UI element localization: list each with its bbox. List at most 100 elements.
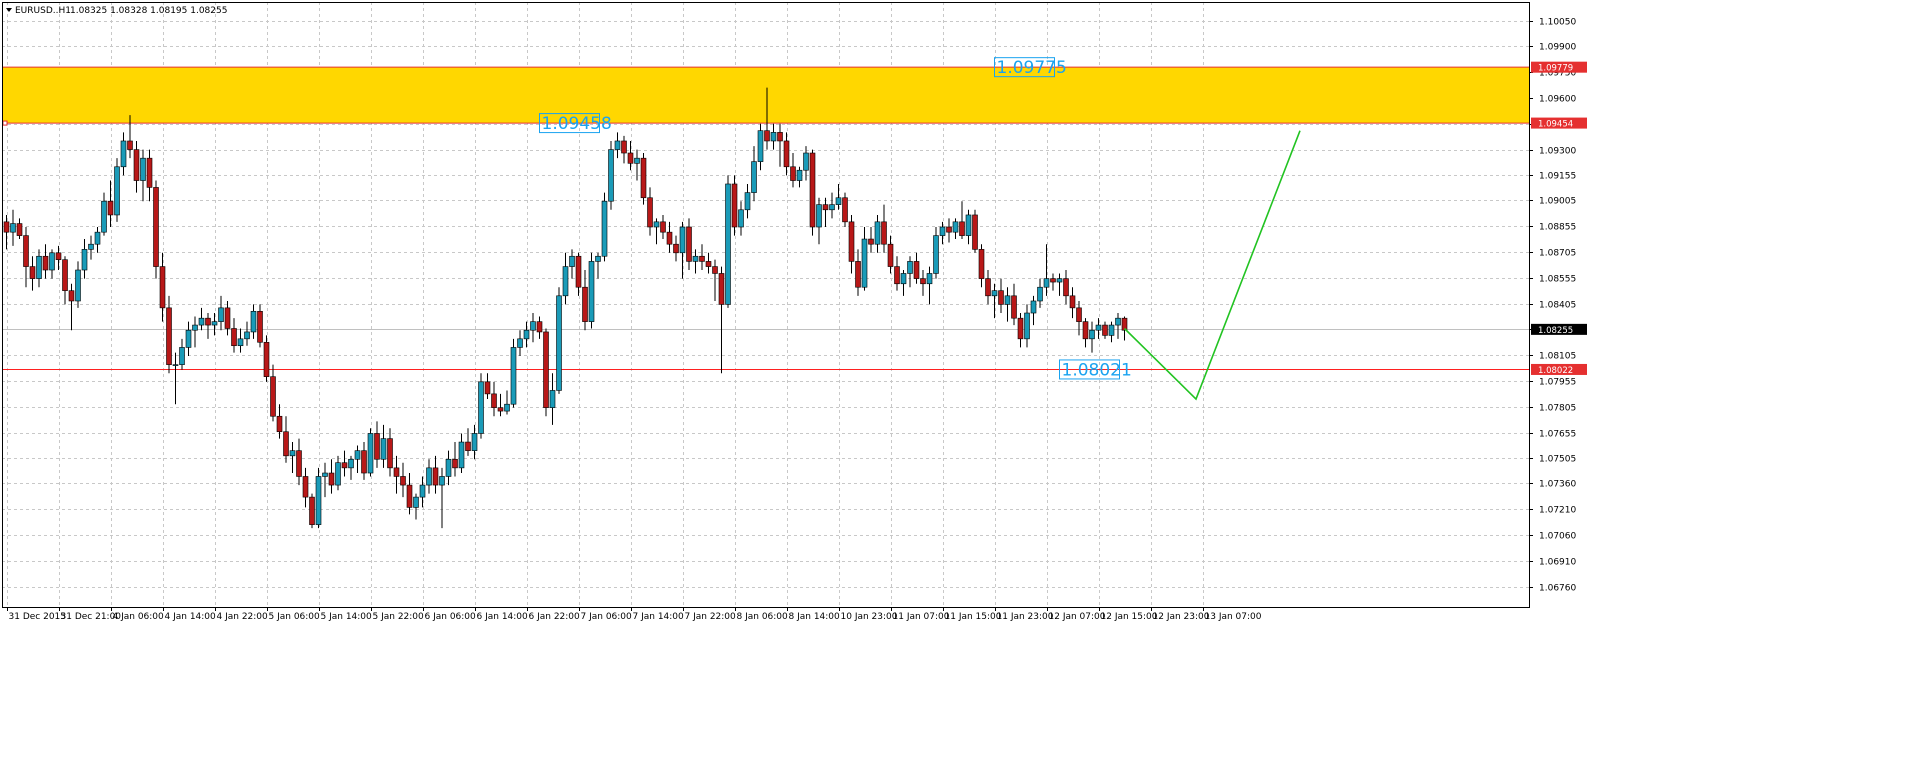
candle-bull[interactable] xyxy=(835,197,842,205)
candle-bull[interactable] xyxy=(185,329,192,348)
candle-bear[interactable] xyxy=(309,496,315,525)
candle-bear[interactable] xyxy=(809,152,816,228)
resistance-zone[interactable] xyxy=(2,66,1529,126)
candle-bear[interactable] xyxy=(159,266,166,309)
candle-bear[interactable] xyxy=(647,197,653,228)
candle-bull[interactable] xyxy=(94,231,101,245)
candle-bull[interactable] xyxy=(218,307,224,322)
candle-bull[interactable] xyxy=(367,433,374,474)
candle-bear[interactable] xyxy=(842,197,848,223)
candle-bull[interactable] xyxy=(244,331,250,340)
candle-bear[interactable] xyxy=(673,243,679,254)
candle-bull[interactable] xyxy=(471,433,478,451)
candle-bull[interactable] xyxy=(933,235,939,274)
candle-bear[interactable] xyxy=(42,255,49,271)
horizontal-levels[interactable] xyxy=(2,329,1529,370)
level-annotations[interactable]: 1.09458 1.09775 1.08021 xyxy=(539,57,1132,381)
candle-bull[interactable] xyxy=(10,223,16,233)
candle-bull[interactable] xyxy=(445,458,452,477)
candle-bull[interactable] xyxy=(380,438,387,460)
candle-bear[interactable] xyxy=(640,157,647,199)
candle-bear[interactable] xyxy=(660,221,666,233)
candle-bull[interactable] xyxy=(926,273,933,285)
candle-bear[interactable] xyxy=(68,290,75,302)
candle-bear[interactable] xyxy=(1011,295,1017,319)
candle-bull[interactable] xyxy=(907,261,913,274)
candle-bear[interactable] xyxy=(790,166,796,181)
candle-bear[interactable] xyxy=(393,467,400,477)
candle-bear[interactable] xyxy=(978,249,985,279)
candle-bear[interactable] xyxy=(296,450,302,477)
candle-bear[interactable] xyxy=(257,311,263,343)
candle-bear[interactable] xyxy=(55,252,62,260)
candle-bull[interactable] xyxy=(549,390,556,408)
candle-bull[interactable] xyxy=(413,496,419,508)
candle-bull[interactable] xyxy=(426,467,432,486)
candle-bull[interactable] xyxy=(829,204,835,211)
candle-bull[interactable] xyxy=(315,476,322,525)
candles[interactable] xyxy=(3,87,1128,529)
candle-bull[interactable] xyxy=(75,269,81,302)
candle-bear[interactable] xyxy=(276,415,283,433)
candle-bull[interactable] xyxy=(1115,317,1121,326)
candle-bull[interactable] xyxy=(816,204,822,228)
candle-bear[interactable] xyxy=(146,157,153,188)
candle-bear[interactable] xyxy=(16,223,23,236)
candle-bear[interactable] xyxy=(361,450,367,474)
candle-bear[interactable] xyxy=(666,231,673,245)
candle-bull[interactable] xyxy=(562,266,569,297)
candle-bull[interactable] xyxy=(751,161,757,193)
candle-bear[interactable] xyxy=(328,472,335,486)
candle-bear[interactable] xyxy=(1050,278,1056,283)
candle-bull[interactable] xyxy=(523,329,530,340)
candle-bear[interactable] xyxy=(582,286,588,322)
candle-bear[interactable] xyxy=(1082,321,1089,340)
candle-bull[interactable] xyxy=(1089,329,1095,340)
candle-bull[interactable] xyxy=(504,403,510,412)
candle-bull[interactable] xyxy=(861,238,868,288)
candle-bull[interactable] xyxy=(458,441,465,469)
candle-bear[interactable] xyxy=(972,214,978,250)
candle-bull[interactable] xyxy=(140,157,146,181)
candle-bear[interactable] xyxy=(1121,317,1128,331)
candle-bear[interactable] xyxy=(575,255,582,288)
candle-bull[interactable] xyxy=(36,255,42,279)
candle-bull[interactable] xyxy=(569,255,575,267)
candle-bear[interactable] xyxy=(822,204,829,211)
candle-bear[interactable] xyxy=(959,221,965,236)
candle-bear[interactable] xyxy=(302,476,309,498)
candle-bear[interactable] xyxy=(62,259,68,291)
candle-bear[interactable] xyxy=(699,255,705,262)
candle-bear[interactable] xyxy=(270,376,276,417)
candle-bear[interactable] xyxy=(848,221,855,262)
candle-bull[interactable] xyxy=(237,338,244,347)
candle-bear[interactable] xyxy=(484,381,491,395)
candle-bull[interactable] xyxy=(608,149,614,202)
candle-bull[interactable] xyxy=(530,321,536,331)
candle-bear[interactable] xyxy=(783,140,790,168)
candle-bear[interactable] xyxy=(224,307,231,329)
candle-bear[interactable] xyxy=(894,266,900,285)
candle-bear[interactable] xyxy=(1063,278,1069,297)
candle-bull[interactable] xyxy=(900,273,907,285)
candle-bull[interactable] xyxy=(419,484,426,498)
zone-anchor-handle[interactable] xyxy=(2,120,8,126)
candle-bear[interactable] xyxy=(855,261,861,288)
candle-bear[interactable] xyxy=(374,433,380,460)
candle-bull[interactable] xyxy=(744,192,751,211)
candle-bull[interactable] xyxy=(1056,278,1063,283)
candle-bull[interactable] xyxy=(510,347,517,405)
candle-bear[interactable] xyxy=(491,393,497,408)
candle-bear[interactable] xyxy=(23,235,29,267)
candle-bull[interactable] xyxy=(439,476,445,486)
candle-bull[interactable] xyxy=(601,200,608,257)
candle-bull[interactable] xyxy=(348,458,354,469)
candle-bull[interactable] xyxy=(595,255,601,262)
candle-bull[interactable] xyxy=(478,381,484,434)
candle-bear[interactable] xyxy=(764,130,770,142)
projection-line[interactable] xyxy=(1123,130,1301,401)
candle-bull[interactable] xyxy=(757,130,764,162)
candle-bear[interactable] xyxy=(985,278,991,297)
candle-bear[interactable] xyxy=(627,152,634,164)
